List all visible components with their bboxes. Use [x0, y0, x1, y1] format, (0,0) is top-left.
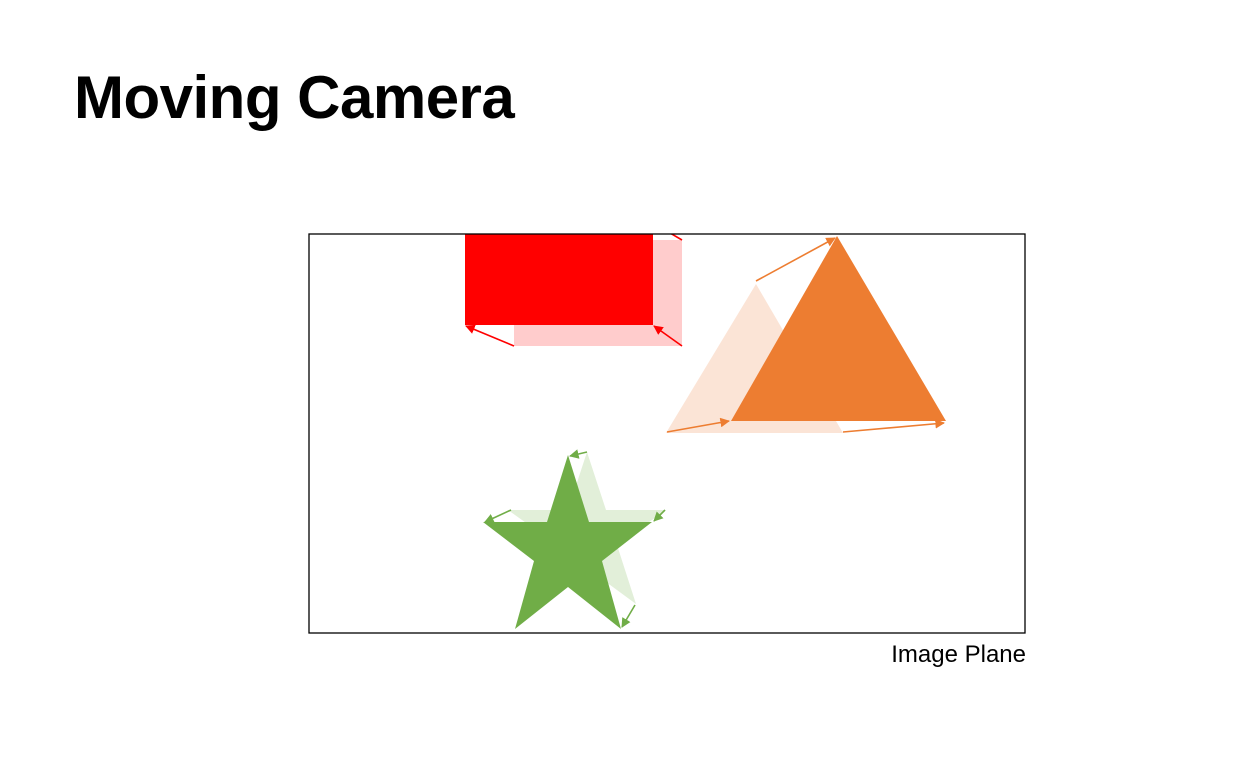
rectangle-motion-arrow	[465, 324, 515, 347]
triangle-motion-arrow	[842, 418, 945, 433]
triangle-motion-arrow	[666, 417, 730, 433]
star-motion-arrow	[569, 449, 588, 459]
star-motion-arrow	[484, 509, 512, 523]
slide-title: Moving Camera	[74, 64, 515, 131]
triangle-shape	[731, 236, 946, 421]
rectangle-motion-arrow	[653, 325, 683, 347]
star-shape	[483, 455, 652, 629]
star-motion-arrow	[621, 604, 636, 628]
star-motion-arrow	[653, 509, 666, 522]
image-plane-frame	[308, 233, 1026, 634]
image-plane-label: Image Plane	[891, 641, 1026, 668]
triangle-motion-arrow	[755, 237, 836, 282]
rectangle-shape	[465, 234, 653, 325]
